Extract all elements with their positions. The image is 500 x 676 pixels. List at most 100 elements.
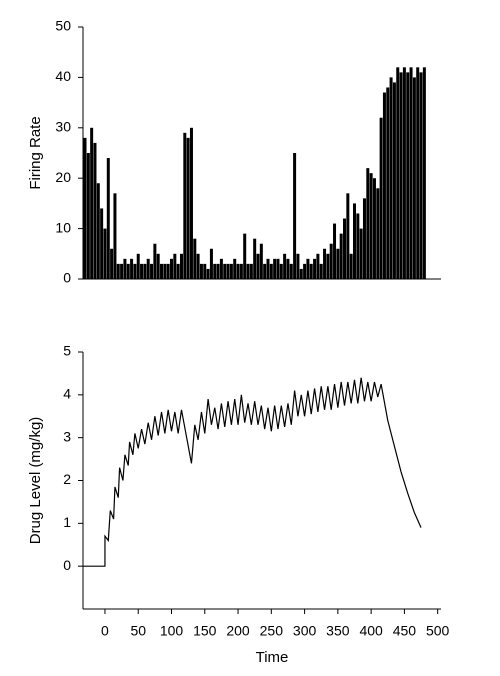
bar	[86, 153, 90, 279]
bar	[103, 228, 107, 279]
bar	[409, 67, 413, 279]
bar	[203, 263, 207, 279]
bar	[113, 193, 117, 279]
bar	[136, 253, 140, 279]
bar	[176, 263, 180, 279]
bar	[293, 153, 297, 279]
bar	[412, 77, 416, 280]
bar	[269, 263, 273, 279]
x-tick-label: 400	[359, 623, 383, 639]
y-tick-label: 5	[63, 343, 71, 359]
y-tick-label: 0	[63, 557, 71, 573]
bar	[349, 253, 353, 279]
x-tick-label: 50	[130, 623, 146, 639]
bar	[193, 238, 197, 279]
bar	[259, 243, 263, 279]
bar	[352, 203, 356, 279]
bar	[153, 243, 157, 279]
bar	[216, 263, 220, 279]
y-tick-label: 40	[55, 68, 71, 84]
bar	[362, 198, 366, 279]
y-tick-label: 50	[55, 18, 71, 34]
bar	[106, 158, 110, 279]
y-tick-label: 20	[55, 169, 71, 185]
bar	[253, 238, 257, 279]
y-tick-label: 4	[63, 386, 71, 402]
bar	[283, 253, 287, 279]
bar	[263, 263, 267, 279]
bar	[313, 258, 317, 279]
bar	[366, 168, 370, 279]
bar	[392, 82, 396, 279]
bar	[379, 117, 383, 279]
y-axis-label: Drug Level (mg/kg)	[27, 417, 44, 545]
y-tick-label: 3	[63, 428, 71, 444]
x-tick-label: 150	[193, 623, 217, 639]
bar	[186, 137, 190, 279]
bar	[326, 253, 330, 279]
bar	[406, 72, 410, 279]
bar	[386, 87, 390, 279]
x-axis-label: Time	[256, 649, 289, 666]
bar	[419, 72, 423, 279]
bar	[246, 263, 250, 279]
bar	[116, 263, 120, 279]
y-tick-label: 10	[55, 219, 71, 235]
bar	[213, 263, 217, 279]
x-tick-label: 450	[393, 623, 417, 639]
bar	[276, 258, 280, 279]
y-axis-label: Firing Rate	[27, 116, 44, 189]
bar	[239, 263, 243, 279]
bar	[229, 263, 233, 279]
x-tick-label: 300	[293, 623, 317, 639]
drug-line	[83, 377, 422, 567]
bar	[309, 263, 313, 279]
bar	[120, 263, 124, 279]
bar	[422, 67, 426, 279]
bar	[339, 233, 343, 279]
y-tick-label: 1	[63, 514, 71, 530]
bar	[146, 258, 150, 279]
x-tick-label: 350	[326, 623, 350, 639]
bar	[376, 188, 380, 279]
y-tick-label: 0	[63, 270, 71, 286]
x-tick-label: 500	[426, 623, 450, 639]
bar	[249, 263, 253, 279]
bar	[90, 127, 94, 279]
x-tick-label: 100	[160, 623, 184, 639]
y-tick-label: 30	[55, 119, 71, 135]
bar	[196, 253, 200, 279]
x-tick-label: 0	[101, 623, 109, 639]
bar	[166, 263, 170, 279]
bar	[299, 268, 303, 279]
bar	[333, 223, 337, 279]
bar	[183, 132, 187, 279]
bar	[100, 208, 104, 279]
bar	[382, 92, 386, 280]
y-tick-label: 2	[63, 471, 71, 487]
bar	[156, 253, 160, 279]
bar	[199, 263, 203, 279]
bar	[130, 258, 134, 279]
x-tick-label: 200	[226, 623, 250, 639]
bar	[372, 178, 376, 279]
bar	[343, 218, 347, 279]
bar	[150, 263, 154, 279]
bar	[206, 268, 210, 279]
x-tick-label: 250	[260, 623, 284, 639]
bar	[83, 137, 87, 279]
bar	[143, 263, 147, 279]
bar	[319, 263, 323, 279]
bar	[402, 67, 406, 279]
bar	[306, 258, 310, 279]
bar	[359, 228, 363, 279]
bar	[389, 77, 393, 280]
bar	[189, 127, 193, 279]
bar	[96, 183, 100, 279]
bar	[93, 142, 97, 279]
bar	[289, 263, 293, 279]
bar	[170, 258, 174, 279]
bar	[323, 248, 327, 279]
bar	[336, 248, 340, 279]
